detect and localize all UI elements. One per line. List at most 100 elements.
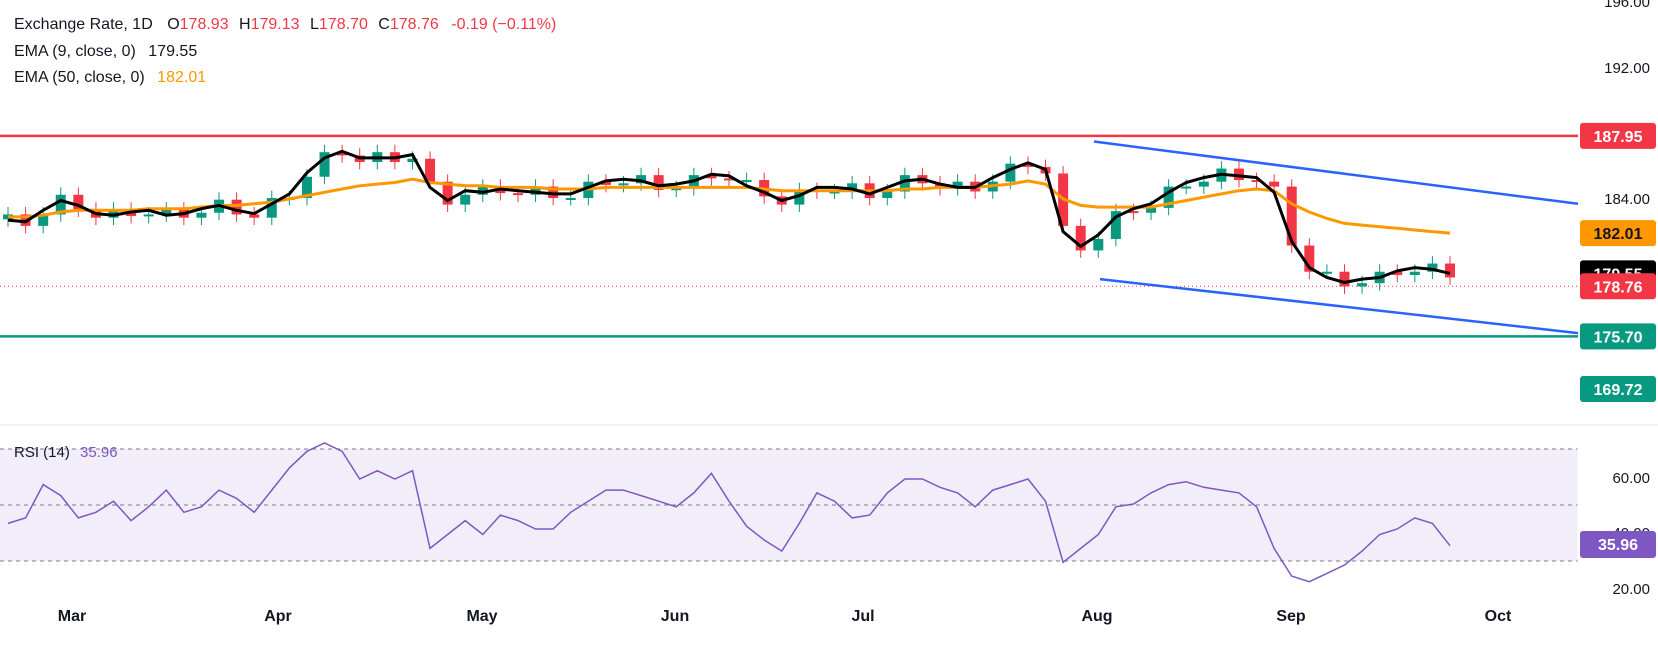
candle-body xyxy=(1286,186,1297,246)
legend-open-label: O xyxy=(167,16,179,33)
rsi-tick-60: 60.00 xyxy=(1612,470,1650,487)
candle-body xyxy=(477,186,488,195)
candle-body xyxy=(38,214,49,226)
time-tick-oct: Oct xyxy=(1485,608,1512,625)
candle-body xyxy=(1339,271,1350,287)
candle-body xyxy=(1233,168,1244,181)
candle-body xyxy=(512,193,523,196)
candle-body xyxy=(108,209,119,218)
candle-body xyxy=(565,198,576,201)
rsi-legend: RSI (14) 35.96 xyxy=(14,444,118,461)
legend-open-value: 178.93 xyxy=(180,16,229,33)
legend-line-1: Exchange Rate, 1D O178.93 H179.13 L178.7… xyxy=(14,16,556,33)
price-badge-bg xyxy=(1580,376,1656,402)
legend-close-value: 178.76 xyxy=(390,16,439,33)
time-tick-apr: Apr xyxy=(264,608,292,625)
candle-body xyxy=(1321,271,1332,274)
legend-ema9-label: EMA (9, close, 0) xyxy=(14,43,136,60)
candle-body xyxy=(196,212,207,218)
candle-body xyxy=(73,194,84,210)
candle-body xyxy=(1409,271,1420,276)
candle-body xyxy=(530,186,541,195)
price-badge-text: 178.76 xyxy=(1594,279,1643,296)
rsi-legend-label: RSI (14) xyxy=(14,444,70,461)
ema9-line xyxy=(7,149,1451,284)
rsi-line xyxy=(7,442,1451,583)
candle-body xyxy=(1269,181,1280,187)
candle-body xyxy=(1146,207,1157,213)
candle-body xyxy=(319,152,330,177)
time-tick-may: May xyxy=(466,608,497,625)
legend-ema50-value: 182.01 xyxy=(157,69,206,86)
candle-body xyxy=(741,180,752,183)
candle-body xyxy=(882,191,893,199)
time-tick-jul: Jul xyxy=(851,608,874,625)
candle-body xyxy=(1392,271,1403,276)
legend-low-label: L xyxy=(310,16,319,33)
legend-low-value: 178.70 xyxy=(319,16,368,33)
candle-body xyxy=(847,183,858,192)
candle-body xyxy=(935,183,946,189)
candle-body xyxy=(249,214,260,218)
legend-high-label: H xyxy=(239,16,251,33)
legend-change: -0.19 (−0.11%) xyxy=(451,16,556,33)
ema50-line xyxy=(8,177,1451,235)
legend-ema50-label: EMA (50, close, 0) xyxy=(14,69,145,86)
candle-body xyxy=(899,175,910,192)
price-tick-192: 192.00 xyxy=(1604,60,1650,77)
rsi-band xyxy=(0,449,1578,561)
price-badge-text: 187.95 xyxy=(1594,129,1643,146)
channel-lower-line xyxy=(1099,277,1579,335)
candle-body xyxy=(1181,186,1192,189)
time-tick-mar: Mar xyxy=(58,608,86,625)
candle-body xyxy=(55,194,66,215)
price-badge-bg xyxy=(1580,220,1656,247)
candle-body xyxy=(460,194,471,205)
rsi-badge-text: 35.96 xyxy=(1598,537,1638,554)
price-badge-text: 182.01 xyxy=(1594,226,1643,243)
candle-body xyxy=(1093,238,1104,251)
price-badge-text: 175.70 xyxy=(1594,329,1643,346)
candle-body xyxy=(1427,263,1438,272)
price-badge-bg xyxy=(1580,122,1656,149)
candle-body xyxy=(1251,180,1262,183)
time-tick-sep: Sep xyxy=(1276,608,1306,625)
legend-ema9-value: 179.55 xyxy=(148,43,197,60)
candle-body xyxy=(618,183,629,186)
legend-close-label: C xyxy=(378,16,390,33)
channel-upper-line xyxy=(1093,140,1579,206)
candle-body xyxy=(1163,186,1174,208)
candle-body xyxy=(1075,225,1086,251)
candle-body xyxy=(1128,211,1139,214)
candle-body xyxy=(724,178,734,181)
candle-body xyxy=(1022,163,1033,167)
legend-high-value: 179.13 xyxy=(251,16,300,33)
price-badge-bg xyxy=(1580,323,1656,350)
candle-body xyxy=(794,189,805,205)
candle-body xyxy=(231,199,242,215)
candle-body xyxy=(1304,245,1315,272)
candle-body xyxy=(407,158,418,163)
rsi-legend-value: 35.96 xyxy=(80,444,118,461)
price-tick-196: 196.00 xyxy=(1604,0,1650,11)
candle-body xyxy=(143,214,154,217)
price-tick-184: 184.00 xyxy=(1604,191,1650,208)
legend-ema50: EMA (50, close, 0) 182.01 xyxy=(14,69,206,86)
time-tick-aug: Aug xyxy=(1081,608,1112,625)
candle-body xyxy=(1357,283,1368,287)
candle-body xyxy=(1445,263,1455,278)
price-badge-text: 169.72 xyxy=(1594,382,1643,399)
rsi-badge: 35.96 xyxy=(1580,531,1656,558)
candle-body xyxy=(1198,181,1209,187)
legend-ema9: EMA (9, close, 0) 179.55 xyxy=(14,43,197,60)
candle-body xyxy=(337,152,348,156)
candle-body xyxy=(425,158,436,182)
price-badge-bg xyxy=(1580,273,1656,300)
candle-body xyxy=(706,175,717,179)
candle-body xyxy=(1110,211,1121,239)
candle-body xyxy=(442,181,453,205)
rsi-tick-20: 20.00 xyxy=(1612,581,1650,598)
candle-body xyxy=(301,176,312,199)
